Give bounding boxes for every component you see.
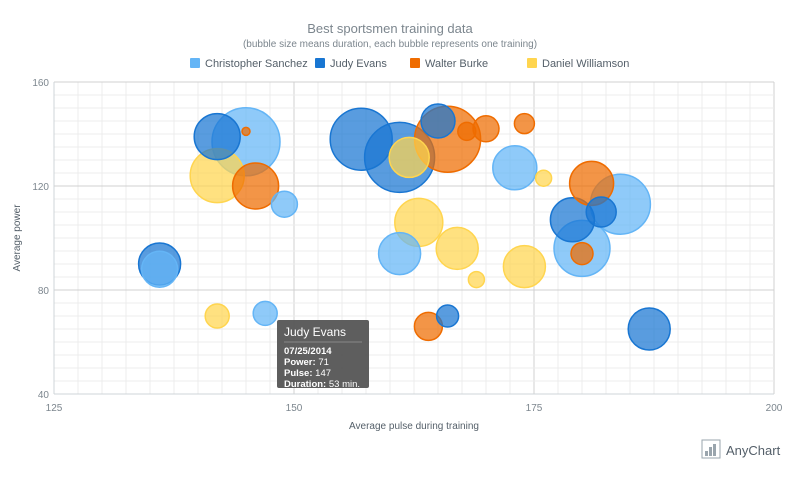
bubble-walter-burke[interactable] [457,121,477,142]
tooltip-power-row: Power: 71 [284,357,329,368]
tooltip-title: Judy Evans [284,325,346,339]
logo-text: AnyChart [726,443,781,458]
bubble-judy-evans[interactable] [420,103,456,139]
bubble-christopher-sanchez[interactable] [377,231,422,276]
bubble-walter-burke[interactable] [472,115,500,143]
tooltip-pulse-label: Pulse: [284,368,313,379]
y-tick-label: 40 [38,390,50,401]
y-tick-label: 80 [38,286,50,297]
legend: Christopher Sanchez Judy Evans Walter Burk… [190,58,629,70]
bubble-daniel-williamson[interactable] [435,226,479,271]
bubble-walter-burke[interactable] [231,162,280,210]
legend-marker-icon [315,58,325,68]
anychart-logo[interactable]: AnyChart [701,439,781,459]
bubble-judy-evans[interactable] [329,107,393,171]
bubble-daniel-williamson[interactable] [534,169,553,187]
chart-subtitle: (bubble size means duration, each bubble… [243,39,537,50]
x-tick-label: 175 [526,403,543,414]
tooltip-power-value: 71 [318,357,329,368]
legend-marker-icon [410,58,420,68]
bubble-walter-burke[interactable] [513,112,536,135]
chart-title: Best sportsmen training data [307,21,473,36]
axes: 125 150 175 200 40 80 120 160 [32,78,782,414]
plot-area: 125 150 175 200 40 80 120 160 [32,78,782,414]
bubble-walter-burke[interactable] [570,241,594,266]
bubble-judy-evans[interactable] [193,112,241,161]
legend-marker-icon [527,58,537,68]
legend-label: Daniel Williamson [542,58,629,70]
tooltip-duration-row: Duration: 53 min. [284,379,360,390]
tooltip-date: 07/25/2014 [284,346,332,357]
logo-frame-icon [701,439,721,459]
legend-label: Judy Evans [330,58,387,70]
x-tick-label: 200 [766,403,783,414]
bubbles [137,103,671,351]
logo-bar-icon [713,444,716,456]
bubble-judy-evans[interactable] [435,304,460,328]
bubble-christopher-sanchez[interactable] [140,250,179,288]
legend-item[interactable]: Daniel Williamson [527,58,629,70]
tooltip-pulse-row: Pulse: 147 [284,368,331,379]
legend-label: Christopher Sanchez [205,58,308,70]
bubble-daniel-williamson[interactable] [467,270,486,289]
bubble-daniel-williamson[interactable] [204,303,230,329]
legend-item[interactable]: Walter Burke [410,58,488,70]
bubble-daniel-williamson[interactable] [388,136,430,179]
legend-label: Walter Burke [425,58,488,70]
y-axis-title: Average power [12,204,23,272]
bubble-christopher-sanchez[interactable] [252,300,278,327]
tooltip-duration-value: 53 min. [329,379,360,390]
legend-marker-icon [190,58,200,68]
tooltip-pulse-value: 147 [315,368,331,379]
x-tick-label: 150 [286,403,303,414]
bubble-christopher-sanchez[interactable] [492,145,538,191]
y-tick-label: 160 [32,78,49,89]
x-tick-label: 125 [46,403,63,414]
x-axis-title: Average pulse during training [349,421,479,432]
legend-item[interactable]: Christopher Sanchez [190,58,308,70]
legend-item[interactable]: Judy Evans [315,58,387,70]
bubble-judy-evans[interactable] [627,307,671,351]
tooltip-power-label: Power: [284,357,316,368]
tooltip-duration-label: Duration: [284,379,326,390]
bubble-christopher-sanchez[interactable] [270,190,299,218]
tooltip-background [277,320,369,388]
y-tick-label: 120 [32,182,49,193]
bubble-judy-evans[interactable] [585,196,617,228]
bubble-daniel-williamson[interactable] [502,244,547,289]
logo-bar-icon [705,451,708,456]
bubble-walter-burke[interactable] [241,126,251,137]
logo-bar-icon [709,447,712,456]
tooltip: Judy Evans 07/25/2014 Power: 71 Pulse: 1… [277,320,369,390]
